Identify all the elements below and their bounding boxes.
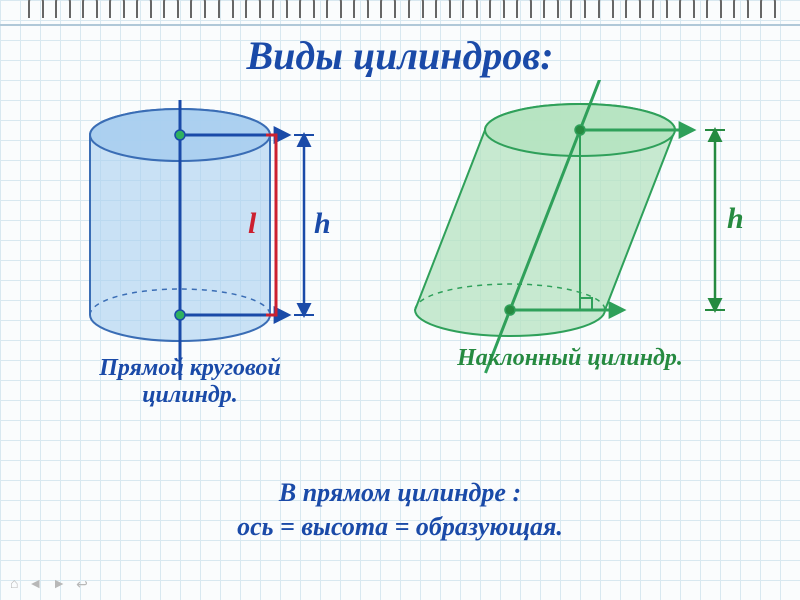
oblique-cylinder-caption: Наклонный цилиндр. xyxy=(400,345,740,372)
label-l: l xyxy=(248,207,256,241)
nav-icon-1[interactable]: ◄ xyxy=(28,577,42,594)
note-line-2: ось = высота = образующая. xyxy=(0,512,800,542)
page-title: Виды цилиндров: xyxy=(0,32,800,79)
oblique-cylinder-diagram xyxy=(400,80,770,380)
right-cylinder-diagram xyxy=(60,95,380,385)
label-h-oblique: h xyxy=(727,202,744,236)
nav-icon-3[interactable]: ↩ xyxy=(76,577,88,594)
right-cylinder-caption: Прямой круговойцилиндр. xyxy=(40,355,340,409)
nav-icon-0[interactable]: ⌂ xyxy=(10,577,18,594)
spiral-binding xyxy=(0,0,800,26)
label-h-right: h xyxy=(314,207,331,241)
nav-icon-2[interactable]: ► xyxy=(52,577,66,594)
note-line-1: В прямом цилиндре : xyxy=(0,478,800,508)
figure-area: l h h Прямой круговойцилиндр. Наклонный … xyxy=(0,80,800,420)
footer-nav: ⌂ ◄ ► ↩ xyxy=(10,577,88,594)
